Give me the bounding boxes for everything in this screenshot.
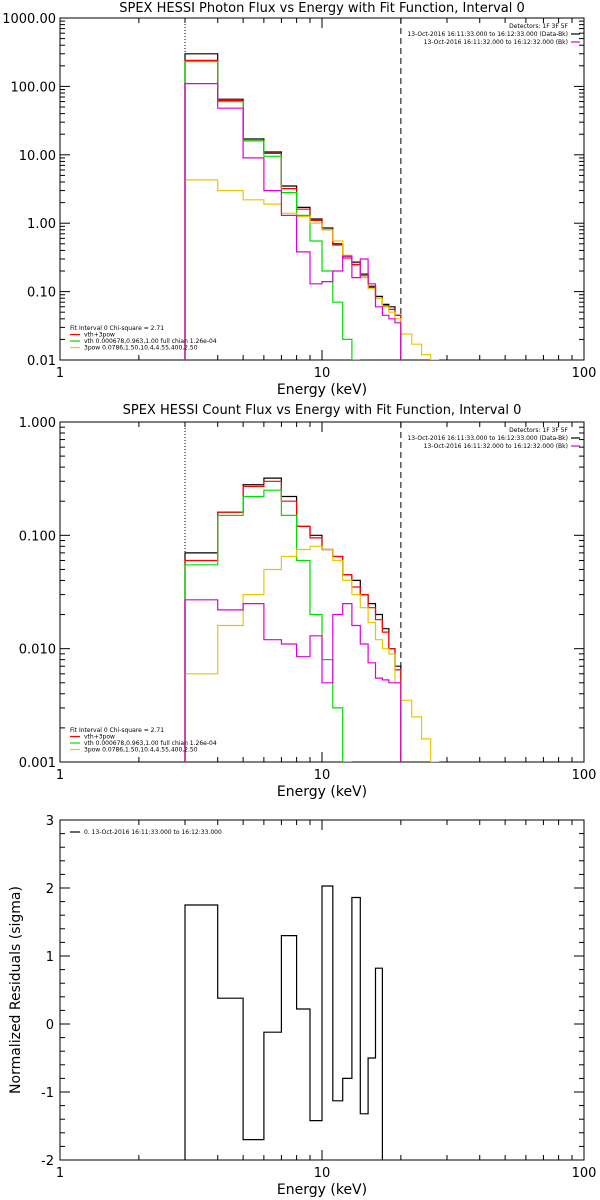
series-line-4: [184, 83, 402, 360]
x-tick-label: 10: [314, 768, 331, 783]
series-line-2: [184, 61, 361, 360]
legend-header: Detectors: 1F 3F 5F: [509, 23, 568, 30]
x-tick-label: 1: [56, 366, 64, 381]
y-tick-label: 2: [46, 882, 54, 897]
series-line-2: [184, 489, 352, 762]
fit-legend-header: Fit Interval 0 Chi-square = 2.71: [70, 727, 164, 734]
chart-title: SPEX HESSI Photon Flux vs Energy with Fi…: [119, 1, 525, 16]
series-line-0: [184, 885, 383, 1160]
legend-header: Detectors: 1F 3F 5F: [509, 427, 568, 434]
y-tick-label: 0: [46, 1018, 54, 1033]
y-axis-label: Normalized Residuals (sigma): [8, 886, 24, 1094]
y-tick-label: 0.010: [19, 643, 56, 658]
y-tick-label: 1.000: [19, 416, 56, 431]
y-tick-label: 3: [46, 814, 54, 829]
x-tick-label: 1: [56, 1166, 64, 1181]
fit-legend-label: vth 0.000678,0.963,1.00 full chian 1.26e…: [84, 740, 217, 747]
y-tick-label: 0.10: [27, 286, 56, 301]
x-tick-label: 1: [56, 768, 64, 783]
x-tick-label: 10: [314, 1166, 331, 1181]
plot-frame: [59, 17, 585, 361]
y-tick-label: 10.00: [19, 149, 56, 164]
series-line-0: [184, 53, 402, 360]
fit-legend-label: vth 0.000678,0.963,1.00 full chian 1.26e…: [84, 338, 217, 345]
y-tick-label: 1000.00: [2, 12, 56, 27]
legend-entry-label: 13-Oct-2016 16:11:32.000 to 16:12:32.000…: [424, 443, 568, 450]
series-line-1: [184, 480, 402, 762]
x-tick-label: 100: [572, 768, 597, 783]
fit-legend-label: vth+3pow: [84, 734, 115, 741]
plot-frame: [59, 421, 585, 763]
x-tick-label: 10: [314, 366, 331, 381]
y-tick-label: -1: [41, 1086, 54, 1101]
y-tick-label: 100.00: [11, 80, 57, 95]
x-axis-label: Energy (keV): [277, 784, 367, 800]
x-tick-label: 100: [572, 1166, 597, 1181]
y-tick-label: -2: [41, 1154, 54, 1169]
y-tick-label: 1: [46, 950, 54, 965]
legend-entry-label: 13-Oct-2016 16:11:33.000 to 16:12:33.000…: [407, 435, 568, 442]
x-axis-label: Energy (keV): [277, 382, 367, 398]
fit-legend-label: 3pow 0.0786,1.50,10.4,4.55,400,2.50: [84, 345, 198, 352]
chart-title: SPEX HESSI Count Flux vs Energy with Fit…: [123, 403, 522, 418]
y-tick-label: 1.00: [27, 217, 56, 232]
x-axis-label: Energy (keV): [277, 1182, 367, 1198]
legend-entry-label: 13-Oct-2016 16:11:32.000 to 16:12:32.000…: [424, 39, 568, 46]
fit-legend-label: vth+3pow: [84, 332, 115, 339]
legend-entry-label: 0. 13-Oct-2016 16:11:33.000 to 16:12:33.…: [84, 829, 222, 836]
x-tick-label: 100: [572, 366, 597, 381]
y-tick-label: 0.001: [19, 756, 56, 771]
y-tick-label: 0.01: [27, 354, 56, 369]
series-line-4: [184, 599, 402, 762]
legend-entry-label: 13-Oct-2016 16:11:33.000 to 16:12:33.000…: [407, 31, 568, 38]
fit-legend-header: Fit Interval 0 Chi-square = 2.71: [70, 325, 164, 332]
y-tick-label: 0.100: [19, 529, 56, 544]
fit-legend-label: 3pow 0.0786,1.50,10.4,4.55,400,2.50: [84, 747, 198, 754]
